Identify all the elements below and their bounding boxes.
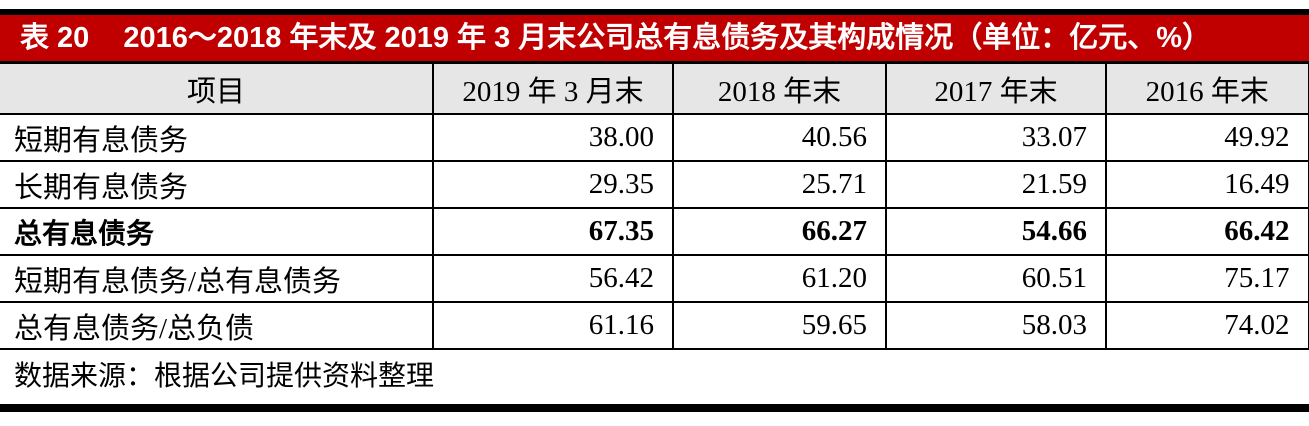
row-value: 59.65 xyxy=(673,302,887,350)
row-label: 短期有息债务 xyxy=(0,114,434,162)
row-value: 61.20 xyxy=(673,255,887,303)
row-value: 60.51 xyxy=(886,255,1107,303)
table-header-row: 项目 2019 年 3 月末 2018 年末 2017 年末 2016 年末 xyxy=(0,64,1309,115)
row-value: 16.49 xyxy=(1106,161,1309,209)
table-row: 长期有息债务 29.35 25.71 21.59 16.49 xyxy=(0,161,1309,209)
data-source-note: 数据来源：根据公司提供资料整理 xyxy=(0,350,1309,404)
row-label: 总有息债务/总负债 xyxy=(0,302,434,350)
table-title: 2016～2018 年末及 2019 年 3 月末公司总有息债务及其构成情况（单… xyxy=(123,22,1212,54)
table-number: 表 20 xyxy=(20,22,90,54)
row-value: 54.66 xyxy=(886,208,1107,256)
column-header-2: 2018 年末 xyxy=(673,64,887,115)
row-value: 67.35 xyxy=(433,208,674,256)
row-value: 40.56 xyxy=(673,114,887,162)
table-row: 总有息债务 67.35 66.27 54.66 66.42 xyxy=(0,208,1309,256)
interest-bearing-debt-table: 项目 2019 年 3 月末 2018 年末 2017 年末 2016 年末 短期有息债… xyxy=(0,64,1309,350)
row-value: 56.42 xyxy=(433,255,674,303)
column-header-1: 2019 年 3 月末 xyxy=(433,64,674,115)
row-value: 58.03 xyxy=(886,302,1107,350)
top-rule xyxy=(0,9,1309,15)
table-row: 短期有息债务/总有息债务 56.42 61.20 60.51 75.17 xyxy=(0,255,1309,303)
table-row: 总有息债务/总负债 61.16 59.65 58.03 74.02 xyxy=(0,302,1309,350)
row-value: 66.27 xyxy=(673,208,887,256)
row-label: 长期有息债务 xyxy=(0,161,434,209)
row-value: 21.59 xyxy=(886,161,1107,209)
table-row: 短期有息债务 38.00 40.56 33.07 49.92 xyxy=(0,114,1309,162)
row-value: 75.17 xyxy=(1106,255,1309,303)
column-header-4: 2016 年末 xyxy=(1106,64,1309,115)
row-value: 25.71 xyxy=(673,161,887,209)
row-value: 33.07 xyxy=(886,114,1107,162)
row-value: 74.02 xyxy=(1106,302,1309,350)
table-title-bar: 表 20 2016～2018 年末及 2019 年 3 月末公司总有息债务及其构成… xyxy=(0,15,1309,64)
bottom-rule xyxy=(0,404,1309,412)
row-value: 66.42 xyxy=(1106,208,1309,256)
row-value: 49.92 xyxy=(1106,114,1309,162)
row-label: 总有息债务 xyxy=(0,208,434,256)
row-value: 29.35 xyxy=(433,161,674,209)
report-table-section: 表 20 2016～2018 年末及 2019 年 3 月末公司总有息债务及其构成… xyxy=(0,9,1309,412)
column-header-3: 2017 年末 xyxy=(886,64,1107,115)
row-value: 38.00 xyxy=(433,114,674,162)
row-value: 61.16 xyxy=(433,302,674,350)
row-label: 短期有息债务/总有息债务 xyxy=(0,255,434,303)
column-header-0: 项目 xyxy=(0,64,434,115)
